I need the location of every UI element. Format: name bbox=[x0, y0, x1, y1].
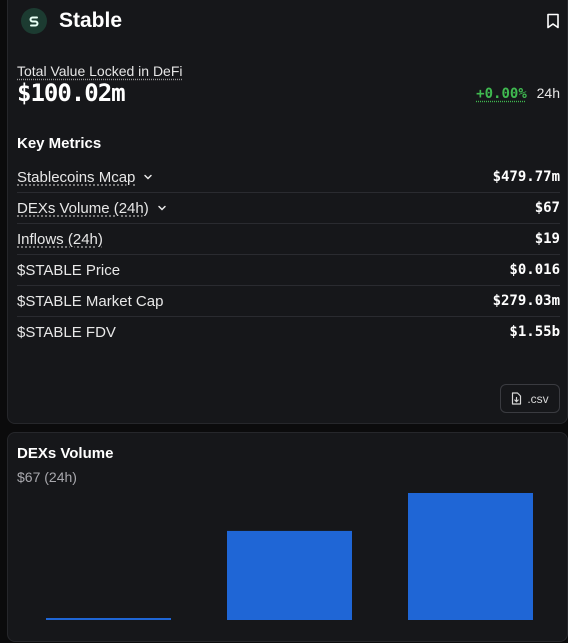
metric-row-stable-price: $STABLE Price $0.016 bbox=[17, 255, 560, 286]
metric-value: $67 bbox=[534, 200, 560, 216]
chevron-down-icon[interactable] bbox=[157, 203, 167, 213]
metric-value: $0.016 bbox=[509, 262, 560, 278]
metric-value: $19 bbox=[534, 231, 560, 247]
csv-button-label: .csv bbox=[527, 391, 549, 406]
header: Stable bbox=[17, 5, 567, 45]
chart-subtitle: $67 (24h) bbox=[17, 469, 77, 485]
chart-title: DEXs Volume bbox=[17, 445, 114, 462]
chart-bar[interactable] bbox=[46, 618, 171, 620]
dex-volume-card: DEXs Volume $67 (24h) bbox=[7, 432, 568, 642]
key-metrics-list: Stablecoins Mcap $479.77m DEXs Volume (2… bbox=[17, 162, 560, 347]
overview-card: Stable Total Value Locked in DeFi $100.0… bbox=[7, 0, 568, 424]
metric-value: $479.77m bbox=[492, 169, 560, 185]
metric-row-inflows: Inflows (24h) $19 bbox=[17, 224, 560, 255]
download-csv-button[interactable]: .csv bbox=[500, 384, 560, 413]
tvl-label[interactable]: Total Value Locked in DeFi bbox=[17, 63, 183, 79]
file-download-icon bbox=[512, 392, 522, 405]
metric-label: $STABLE Market Cap bbox=[17, 292, 164, 310]
stable-logo-icon bbox=[21, 8, 47, 34]
metric-row-stable-fdv: $STABLE FDV $1.55b bbox=[17, 317, 560, 347]
metric-label[interactable]: Stablecoins Mcap bbox=[17, 168, 136, 186]
metric-label: $STABLE Price bbox=[17, 261, 121, 279]
page-title: Stable bbox=[59, 9, 123, 32]
metric-value: $279.03m bbox=[492, 293, 560, 309]
metric-row-stablecoins-mcap[interactable]: Stablecoins Mcap $479.77m bbox=[17, 162, 560, 193]
chevron-down-icon[interactable] bbox=[143, 172, 153, 182]
chart-bar[interactable] bbox=[408, 493, 533, 620]
dex-volume-chart bbox=[46, 493, 533, 620]
tvl-change-period: 24h bbox=[536, 85, 560, 101]
bookmark-icon[interactable] bbox=[546, 13, 560, 29]
tvl-change-percent[interactable]: +0.00% bbox=[476, 86, 527, 102]
chart-bar[interactable] bbox=[227, 530, 352, 620]
metric-row-dexs-volume[interactable]: DEXs Volume (24h) $67 bbox=[17, 193, 560, 224]
tvl-value: $100.02m bbox=[17, 79, 126, 107]
metric-label[interactable]: Inflows (24h) bbox=[17, 230, 103, 248]
metric-row-stable-market-cap: $STABLE Market Cap $279.03m bbox=[17, 286, 560, 317]
tvl-change: +0.00% 24h bbox=[476, 85, 560, 102]
metric-label: $STABLE FDV bbox=[17, 323, 116, 341]
metric-value: $1.55b bbox=[509, 324, 560, 340]
metric-label[interactable]: DEXs Volume (24h) bbox=[17, 199, 149, 217]
key-metrics-title: Key Metrics bbox=[17, 135, 102, 152]
